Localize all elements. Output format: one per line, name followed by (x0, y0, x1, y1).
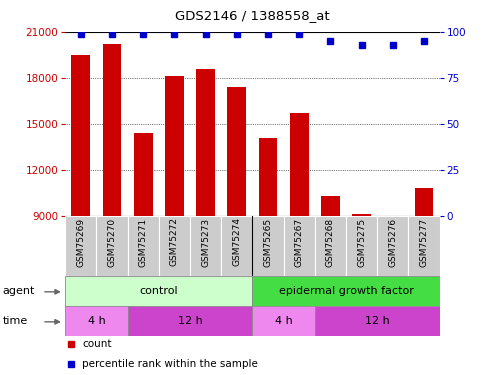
Text: GSM75277: GSM75277 (419, 217, 428, 267)
Bar (71, 55, 90, 216)
Text: 4 h: 4 h (87, 316, 105, 326)
Bar (196, 69, 215, 216)
Bar (103, 44, 121, 216)
Bar (159, 216, 190, 276)
Bar (315, 216, 346, 276)
Text: GSM75274: GSM75274 (232, 217, 242, 266)
Bar (190, 216, 221, 276)
Bar (377, 216, 408, 276)
Bar (321, 196, 340, 216)
Text: count: count (82, 339, 112, 349)
Text: GDS2146 / 1388558_at: GDS2146 / 1388558_at (175, 9, 330, 22)
Bar (253, 276, 440, 306)
Text: epidermal growth factor: epidermal growth factor (279, 286, 413, 296)
Text: GSM75273: GSM75273 (201, 217, 210, 267)
Bar (227, 87, 246, 216)
Bar (65, 276, 253, 306)
Bar (97, 216, 128, 276)
Text: GSM75265: GSM75265 (263, 217, 272, 267)
Text: GSM75268: GSM75268 (326, 217, 335, 267)
Text: GSM75275: GSM75275 (357, 217, 366, 267)
Bar (221, 216, 253, 276)
Bar (408, 216, 440, 276)
Text: agent: agent (2, 286, 35, 296)
Bar (352, 214, 371, 216)
Text: GSM75270: GSM75270 (108, 217, 116, 267)
Text: GSM75269: GSM75269 (76, 217, 85, 267)
Text: control: control (140, 286, 178, 296)
Bar (346, 216, 377, 276)
Text: 12 h: 12 h (178, 316, 202, 326)
Text: 12 h: 12 h (365, 316, 389, 326)
Text: GSM75276: GSM75276 (388, 217, 397, 267)
Bar (134, 133, 153, 216)
Bar (65, 306, 128, 336)
Text: time: time (2, 316, 28, 326)
Text: 4 h: 4 h (275, 316, 292, 326)
Bar (128, 306, 253, 336)
Text: GSM75267: GSM75267 (295, 217, 304, 267)
Bar (165, 76, 184, 216)
Bar (284, 216, 315, 276)
Bar (315, 306, 440, 336)
Bar (253, 216, 284, 276)
Bar (65, 216, 97, 276)
Text: percentile rank within the sample: percentile rank within the sample (82, 359, 258, 369)
Text: GSM75271: GSM75271 (139, 217, 148, 267)
Bar (258, 138, 277, 216)
Bar (253, 306, 315, 336)
Text: GSM75272: GSM75272 (170, 217, 179, 266)
Bar (414, 188, 433, 216)
Bar (290, 113, 309, 216)
Bar (128, 216, 159, 276)
